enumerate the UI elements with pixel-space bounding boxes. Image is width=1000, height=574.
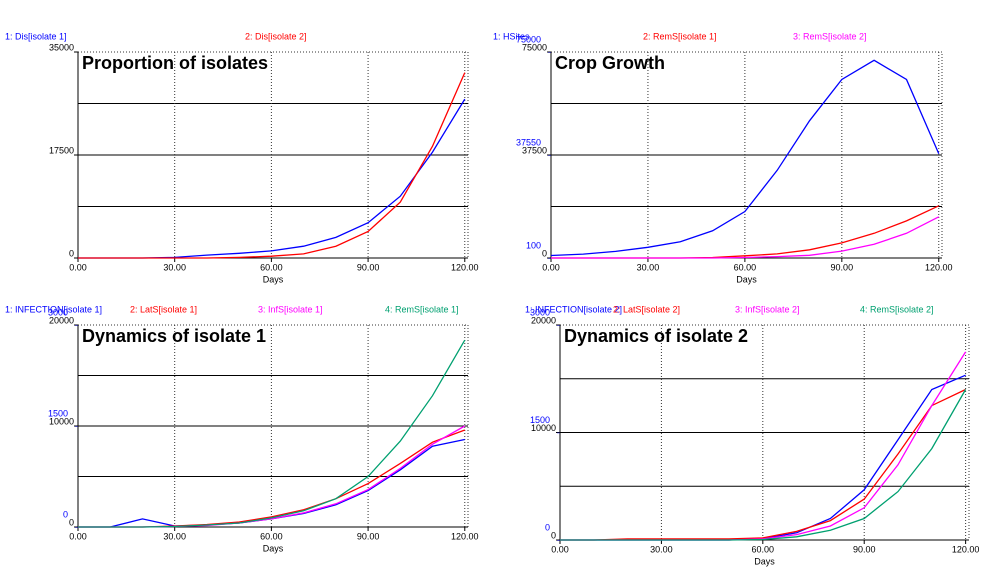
legend-entry: 4: RemS[isolate 2]	[860, 304, 934, 314]
x-tick-label: 60.00	[752, 544, 775, 554]
legend-entry: 2: LatS[isolate 1]	[130, 304, 197, 314]
y-tick-label: 75000	[522, 42, 547, 52]
x-tick-label: 0.00	[551, 544, 569, 554]
y-tick-label: 0	[542, 248, 547, 258]
y-tick-label: 17500	[49, 145, 74, 155]
series-line	[560, 388, 966, 541]
x-axis-label: Days	[736, 274, 757, 284]
y-tick-label: 0	[69, 517, 74, 527]
x-tick-label: 0.00	[69, 262, 87, 272]
x-tick-label: 60.00	[260, 262, 283, 272]
x-tick-label: 120.00	[925, 262, 953, 272]
x-tick-label: 30.00	[163, 531, 186, 541]
x-tick-label: 120.00	[952, 544, 980, 554]
x-tick-label: 60.00	[260, 531, 283, 541]
legend-entry: 1: HSites	[493, 31, 530, 41]
x-tick-label: 90.00	[357, 262, 380, 272]
y-tick-label: 10000	[49, 416, 74, 426]
y2-tick-label: 0	[63, 509, 68, 519]
y-tick-label: 37500	[522, 145, 547, 155]
y2-tick-label: 3000	[530, 307, 550, 317]
x-tick-label: 90.00	[831, 262, 854, 272]
y2-tick-label: 1500	[530, 415, 550, 425]
legend-entry: 2: LatS[isolate 2]	[613, 304, 680, 314]
legend-entry: 4: RemS[isolate 1]	[385, 304, 459, 314]
y2-tick-label: 100	[526, 240, 541, 250]
x-tick-label: 120.00	[451, 262, 479, 272]
y2-tick-label: 0	[545, 522, 550, 532]
x-tick-label: 60.00	[734, 262, 757, 272]
series-line	[78, 72, 466, 259]
y-tick-label: 35000	[49, 42, 74, 52]
legend-entry: 3: InfS[isolate 2]	[735, 304, 800, 314]
x-tick-label: 30.00	[637, 262, 660, 272]
y2-tick-label: 1500	[48, 408, 68, 418]
y-tick-label: 0	[551, 530, 556, 540]
series-line	[78, 438, 465, 528]
x-axis-label: Days	[263, 543, 284, 553]
x-tick-label: 30.00	[163, 262, 186, 272]
x-axis-label: Days	[754, 556, 775, 566]
legend-entry: 2: Dis[isolate 2]	[245, 31, 307, 41]
chart-title: Dynamics of isolate 1	[82, 326, 266, 346]
y-tick-label: 20000	[49, 315, 74, 325]
y-tick-label: 0	[69, 248, 74, 258]
x-tick-label: 0.00	[542, 262, 560, 272]
legend-entry: 3: InfS[isolate 1]	[258, 304, 323, 314]
y-tick-label: 10000	[531, 423, 556, 433]
chart-title: Crop Growth	[555, 53, 665, 73]
y-tick-label: 20000	[531, 315, 556, 325]
y2-tick-label: 75000	[516, 34, 541, 44]
x-tick-label: 120.00	[451, 531, 479, 541]
legend-entry: 3: RemS[isolate 2]	[793, 31, 867, 41]
x-tick-label: 90.00	[357, 531, 380, 541]
y2-tick-label: 37550	[516, 137, 541, 147]
x-tick-label: 90.00	[853, 544, 876, 554]
series-line	[550, 59, 940, 257]
series-line	[560, 389, 967, 541]
legend-entry: 1: INFECTION[isolate 1]	[5, 304, 102, 314]
legend-entry: 1: INFECTION[isolate 2]	[525, 304, 622, 314]
series-line	[551, 216, 940, 259]
x-tick-label: 30.00	[650, 544, 673, 554]
x-tick-label: 0.00	[69, 531, 87, 541]
legend-entry: 2: RemS[isolate 1]	[643, 31, 717, 41]
chart-title: Dynamics of isolate 2	[564, 326, 748, 346]
y2-tick-label: 3000	[48, 307, 68, 317]
chart-title: Proportion of isolates	[82, 53, 268, 73]
x-axis-label: Days	[263, 274, 284, 284]
legend-entry: 1: Dis[isolate 1]	[5, 31, 67, 41]
series-line	[78, 339, 466, 528]
